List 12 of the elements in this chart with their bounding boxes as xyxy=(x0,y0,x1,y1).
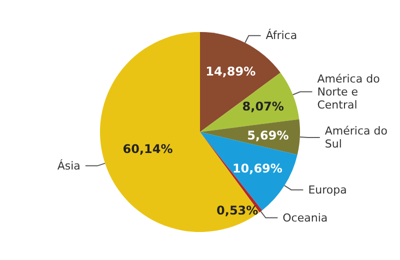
data-label: 60,14% xyxy=(122,142,173,156)
data-label: 5,69% xyxy=(247,128,289,142)
data-label: 8,07% xyxy=(242,100,284,114)
slice-label: América do Sul xyxy=(324,124,391,150)
data-label: 0,53% xyxy=(216,204,258,218)
slice-label: Europa xyxy=(308,183,347,196)
data-label: 14,89% xyxy=(206,64,256,78)
slice-label: África xyxy=(266,28,298,42)
slice-label: Oceania xyxy=(282,211,328,224)
data-label: 10,69% xyxy=(232,161,282,176)
slice-label: América do Norte e Central xyxy=(317,72,384,112)
slice-label: Ásia xyxy=(57,158,80,172)
